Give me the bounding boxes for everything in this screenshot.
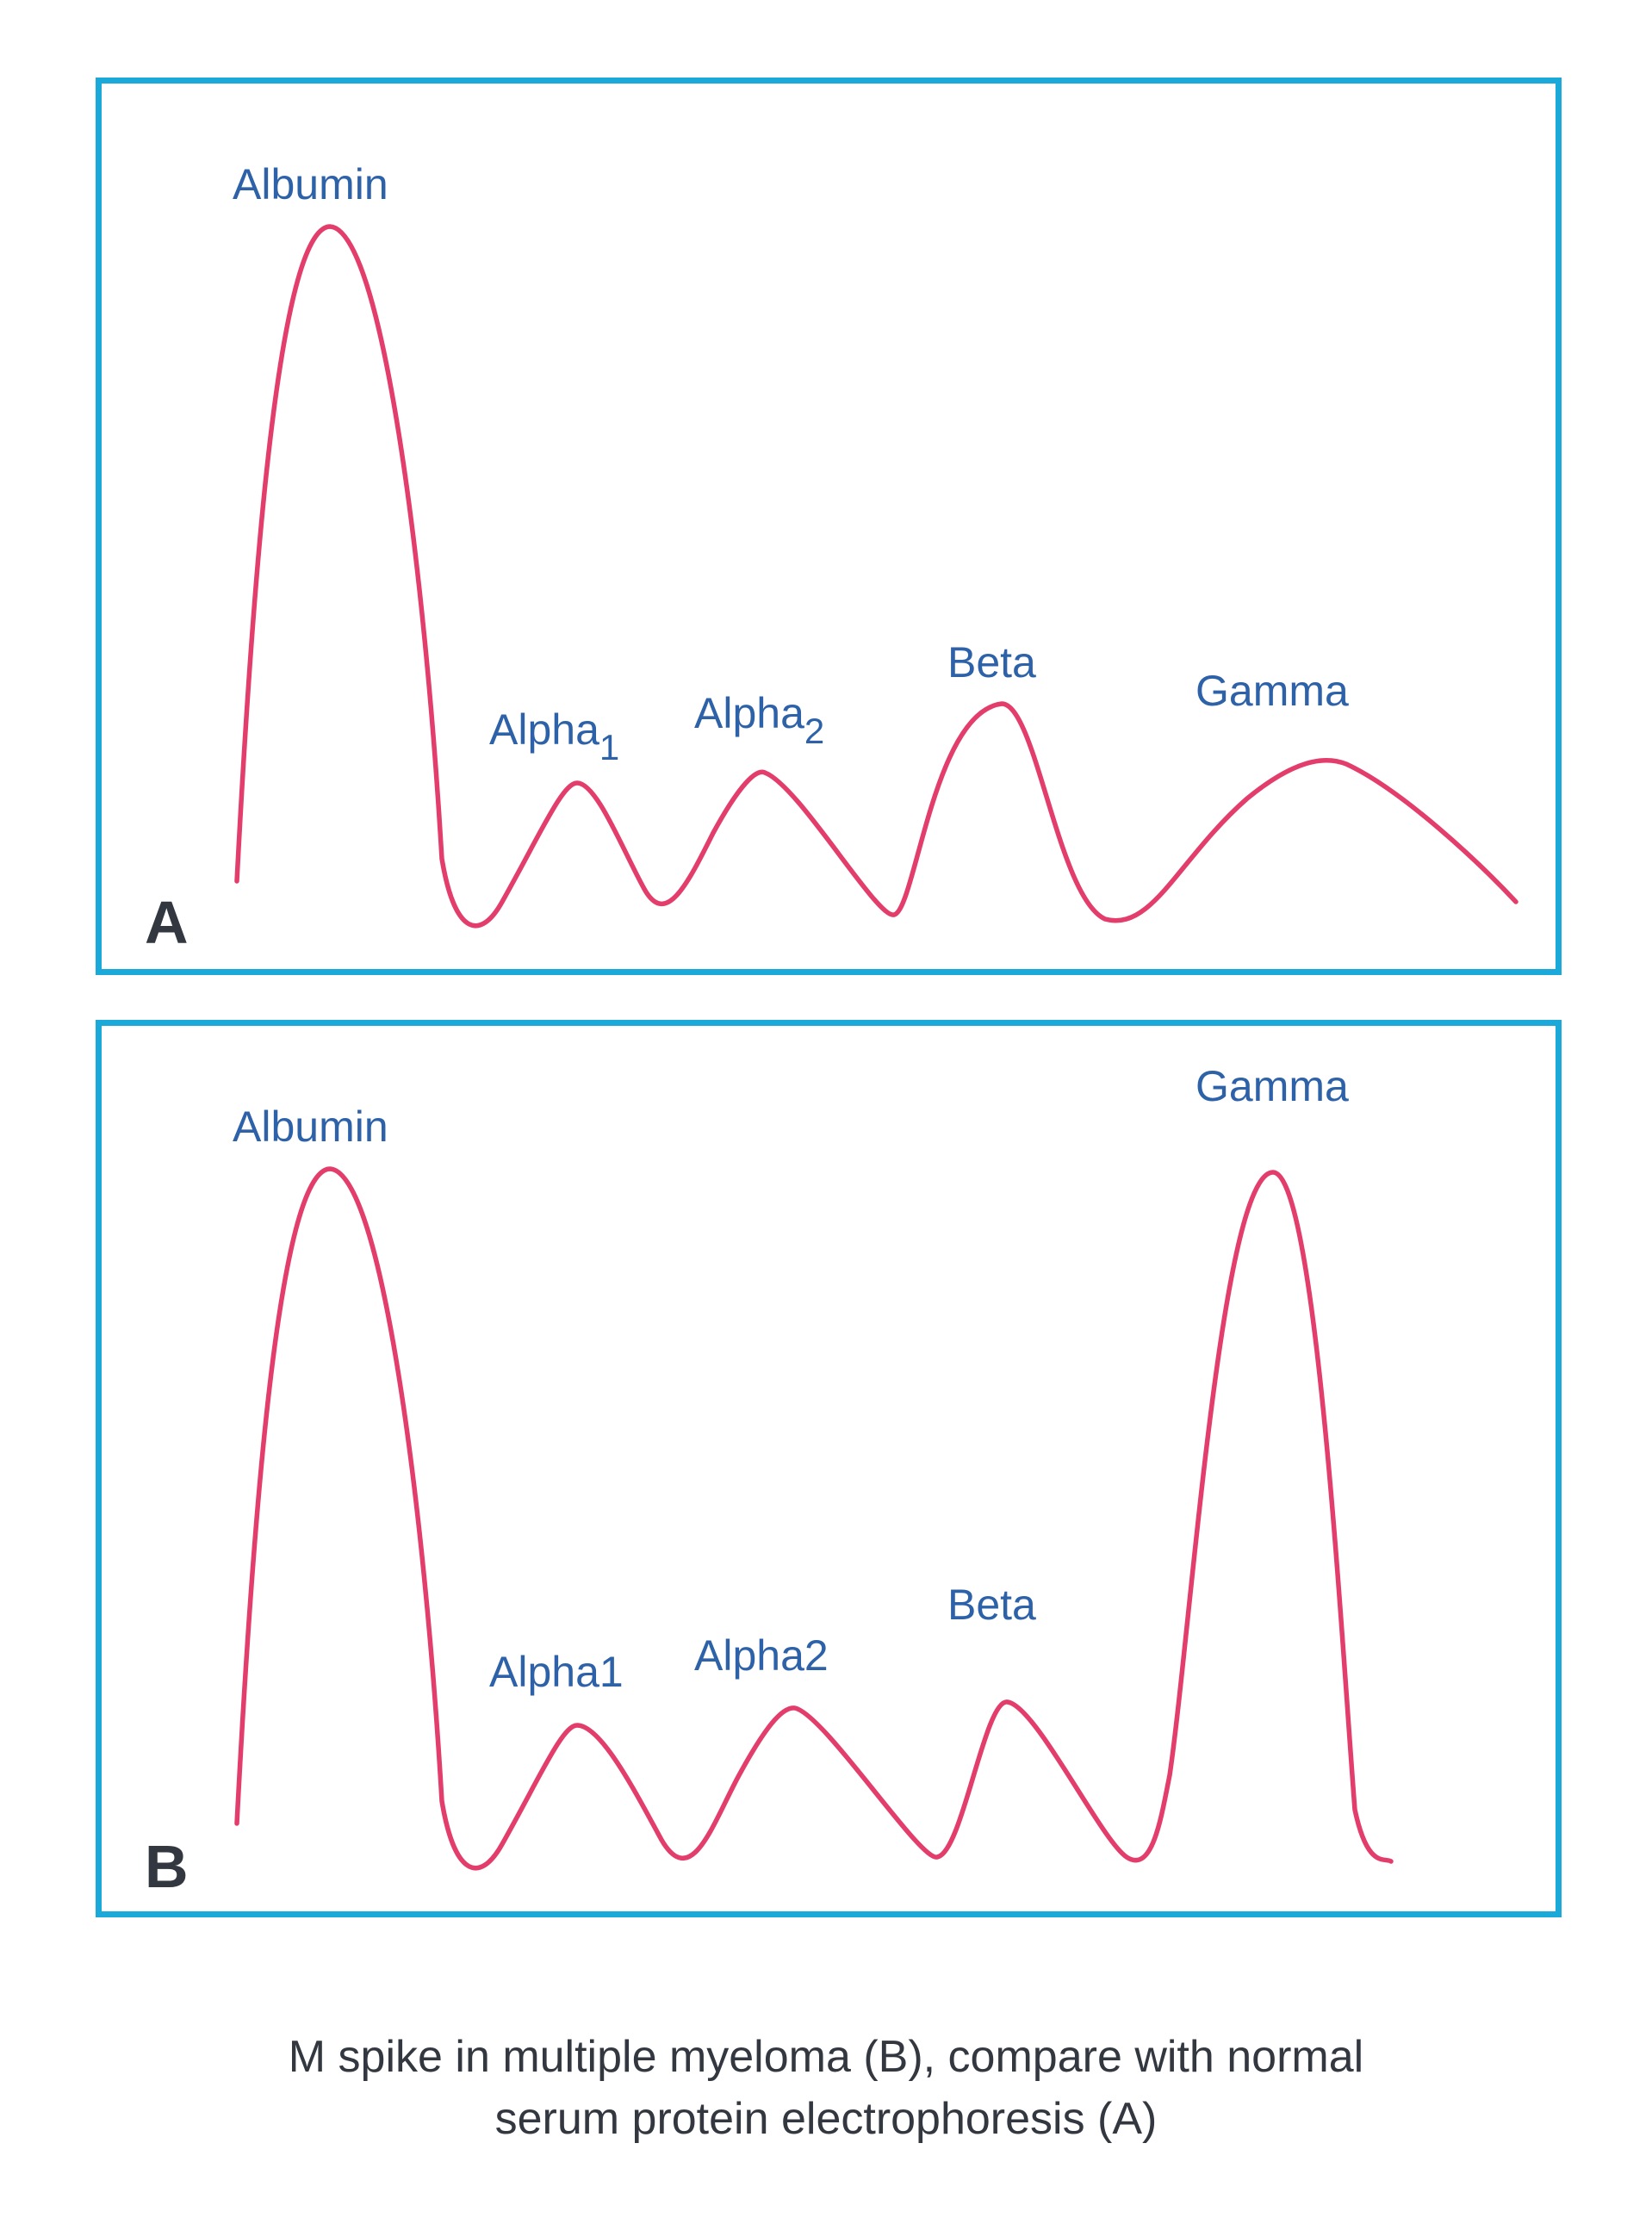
caption-line-2: serum protein electrophoresis (A) (494, 2094, 1158, 2144)
spep-curve-normal (234, 224, 1518, 929)
panel-a-letter: A (145, 889, 189, 956)
caption-line-1: M spike in multiple myeloma (B), compare… (288, 2032, 1364, 2082)
panel-b-plot: Albumin Alpha1 Alpha2 Beta Gamma B (145, 1062, 1394, 1900)
beta-label: Beta (947, 1581, 1036, 1629)
spep-curve-myeloma (234, 1166, 1394, 1871)
gamma-label: Gamma (1196, 1062, 1349, 1110)
alpha1-label-text: Alpha (489, 705, 599, 754)
gamma-label: Gamma (1196, 667, 1349, 715)
albumin-label: Albumin (233, 160, 388, 208)
alpha2-label: Alpha2 (694, 689, 824, 751)
panel-a-plot: Albumin Alpha1 Alpha2 Beta Gamma A (145, 160, 1518, 956)
panel-a: Albumin Alpha1 Alpha2 Beta Gamma A (96, 78, 1562, 975)
panel-b: Albumin Alpha1 Alpha2 Beta Gamma B (96, 1020, 1562, 1917)
panel-b-letter: B (145, 1833, 189, 1900)
alpha1-label: Alpha1 (489, 1648, 624, 1696)
beta-label: Beta (947, 638, 1036, 686)
alpha1-label: Alpha1 (489, 705, 619, 767)
alpha1-subscript: 1 (599, 727, 619, 767)
albumin-label: Albumin (233, 1103, 388, 1151)
alpha2-label-text: Alpha (694, 689, 804, 737)
figure-caption: M spike in multiple myeloma (B), compare… (0, 2026, 1652, 2150)
alpha2-subscript: 2 (804, 711, 824, 751)
alpha2-label: Alpha2 (694, 1631, 829, 1680)
